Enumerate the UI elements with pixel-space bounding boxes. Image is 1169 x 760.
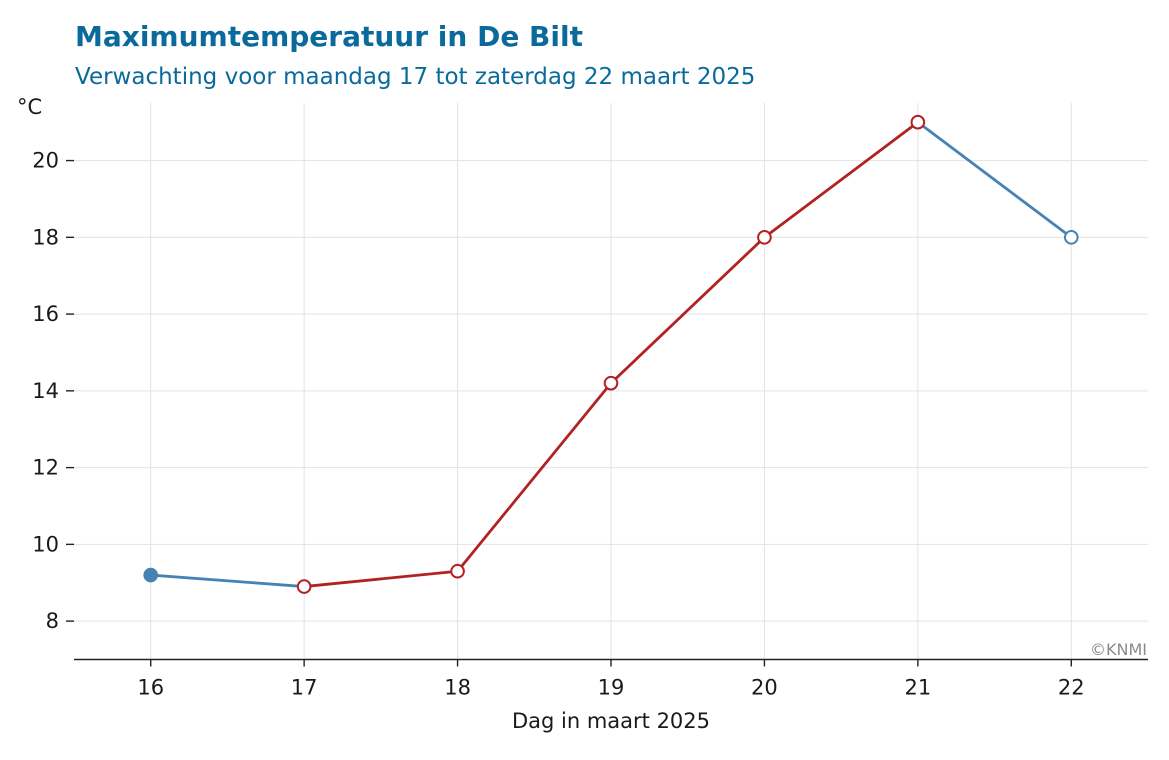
forecast-point <box>450 563 465 579</box>
series-line-segment <box>302 569 459 588</box>
credit-label: ©KNMI <box>1090 640 1147 659</box>
forecast-point <box>757 230 772 245</box>
x-tick-label: 17 <box>291 676 318 700</box>
y-axis-unit-label: °C <box>17 95 42 119</box>
forecast-point <box>910 114 926 130</box>
series-line-segment <box>456 381 613 573</box>
data-points <box>143 114 1079 594</box>
chart-title: Maximumtemperatuur in De Bilt <box>75 20 583 53</box>
x-axis-label: Dag in maart 2025 <box>512 709 710 733</box>
x-tick-label: 19 <box>598 676 625 700</box>
forecast-point <box>603 375 619 391</box>
y-tick-label: 12 <box>32 456 59 480</box>
x-tick-label: 20 <box>751 676 778 700</box>
tick-labels: 16 17 18 19 20 21 22 8 10 12 14 16 18 20 <box>32 149 1084 700</box>
x-tick-label: 18 <box>444 676 471 700</box>
y-tick-label: 14 <box>32 379 59 403</box>
y-tick-label: 20 <box>32 149 59 173</box>
forecast-point <box>1063 230 1079 245</box>
series-line-segment <box>149 573 306 588</box>
series-lines <box>149 120 1073 588</box>
y-tick-label: 10 <box>32 532 59 556</box>
observed-point <box>143 567 159 583</box>
y-tick-label: 18 <box>32 225 59 249</box>
chart-subtitle: Verwachting voor maandag 17 tot zaterdag… <box>75 64 756 90</box>
series-line-segment <box>916 120 1073 239</box>
x-tick-label: 16 <box>137 676 164 700</box>
series-line-segment <box>763 120 920 239</box>
series-line-segment <box>609 235 766 385</box>
y-tick-label: 8 <box>46 609 59 633</box>
y-tick-label: 16 <box>32 302 59 326</box>
x-tick-label: 22 <box>1058 676 1085 700</box>
x-tick-label: 21 <box>904 676 931 700</box>
gridlines <box>74 103 1148 660</box>
forecast-point <box>296 579 312 594</box>
